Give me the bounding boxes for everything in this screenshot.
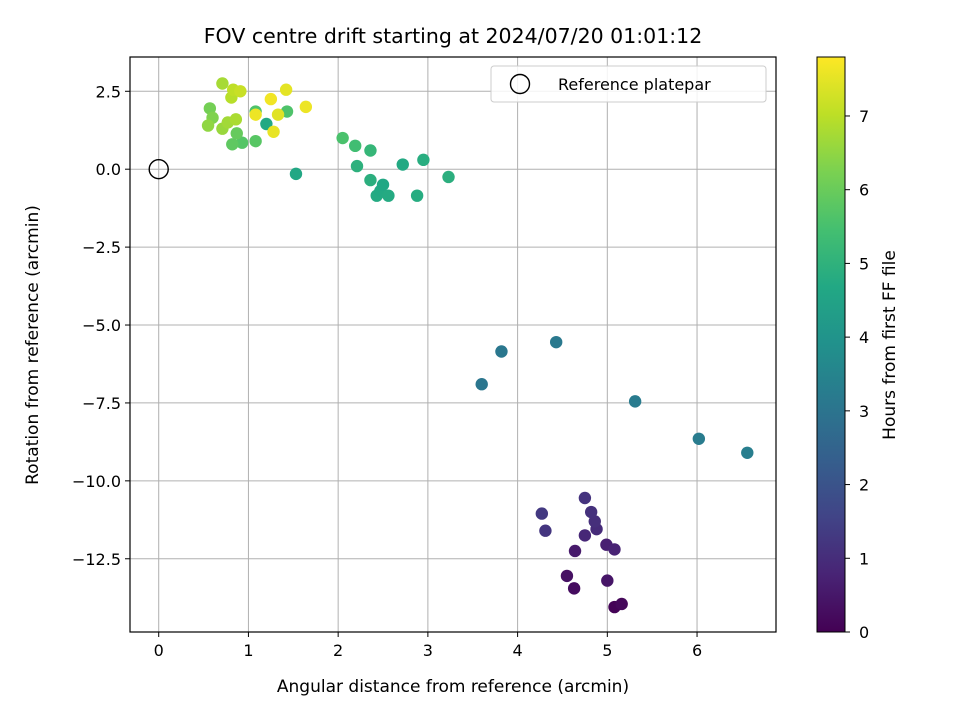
plot-frame (129, 56, 777, 633)
colorbar-tick-label: 4 (859, 328, 869, 347)
x-tick-label: 2 (333, 641, 343, 660)
data-point (230, 127, 243, 140)
data-point (475, 378, 488, 391)
data-point (376, 178, 390, 191)
data-point (364, 144, 377, 157)
axis-ticks: 0 1 2 3 4 5 6 2.5 0.0 −2.5 −5.0 −7.5 −10.0 −12.5 (72, 82, 702, 660)
data-point (201, 119, 215, 132)
colorbar-tick-label: 3 (859, 402, 869, 421)
data-point (741, 446, 754, 459)
legend: Reference platepar (490, 65, 767, 103)
legend-marker-reference (509, 73, 531, 95)
data-point (271, 108, 285, 121)
colorbar-tick-label: 6 (859, 181, 869, 200)
x-tick-label: 4 (513, 641, 523, 660)
data-point (601, 574, 614, 587)
data-point (264, 92, 278, 106)
colorbar: 0 1 2 3 4 5 6 7 Hours from first FF file (816, 56, 900, 642)
y-tick-label: 0.0 (96, 160, 121, 179)
legend-entry-reference: Reference platepar (558, 75, 711, 94)
data-point (235, 136, 249, 149)
data-point (279, 83, 293, 96)
data-point (628, 395, 642, 408)
reference-platepar-marker (148, 158, 169, 180)
data-point (364, 173, 377, 187)
chart-title: FOV centre drift starting at 2024/07/20 … (204, 24, 703, 48)
x-tick-label: 3 (423, 641, 433, 660)
x-tick-label: 0 (154, 641, 164, 660)
legend-box (490, 65, 767, 103)
colorbar-gradient (817, 57, 845, 632)
data-point (535, 507, 549, 520)
y-tick-label: −10.0 (72, 472, 121, 491)
y-tick-label: 2.5 (96, 82, 121, 101)
data-point (615, 597, 628, 611)
data-point (584, 505, 598, 519)
data-point (382, 189, 395, 202)
data-point (336, 131, 349, 145)
x-axis-label: Angular distance from reference (arcmin) (277, 677, 629, 697)
data-point (289, 167, 303, 181)
y-tick-label: −12.5 (72, 550, 121, 569)
data-point (588, 515, 601, 528)
data-point (203, 102, 217, 115)
x-tick-label: 5 (602, 641, 612, 660)
data-point (349, 139, 362, 153)
data-point (249, 134, 262, 148)
data-point (417, 153, 430, 167)
data-point (539, 524, 552, 537)
y-tick-label: −5.0 (82, 316, 121, 335)
data-point (299, 100, 313, 114)
colorbar-frame (816, 56, 846, 633)
data-point (226, 138, 239, 151)
data-point (267, 125, 280, 138)
data-point (234, 85, 247, 98)
data-point (495, 345, 508, 358)
data-point (216, 77, 229, 90)
data-point (568, 544, 582, 558)
y-tick-label: −2.5 (82, 238, 121, 257)
data-point (249, 108, 262, 121)
colorbar-tick-label: 5 (859, 254, 869, 273)
colorbar-label: Hours from first FF file (880, 250, 900, 440)
data-point (578, 529, 592, 542)
grid-lines (130, 57, 776, 632)
colorbar-ticks: 0 1 2 3 4 5 6 7 (845, 107, 869, 642)
data-point (260, 117, 273, 131)
data-point (442, 170, 455, 184)
data-point (410, 189, 424, 202)
y-tick-label: −7.5 (82, 394, 121, 413)
data-point (578, 491, 592, 505)
colorbar-tick-label: 1 (859, 549, 869, 568)
data-point (350, 159, 364, 173)
data-point (229, 113, 243, 126)
x-tick-label: 1 (243, 641, 253, 660)
colorbar-tick-label: 0 (859, 623, 869, 642)
data-point (396, 158, 409, 171)
data-point (560, 569, 574, 583)
data-point (692, 432, 706, 445)
x-tick-label: 6 (692, 641, 702, 660)
y-axis-label: Rotation from reference (arcmin) (23, 205, 43, 485)
data-point (608, 543, 621, 556)
data-points (148, 77, 754, 614)
colorbar-tick-label: 7 (859, 107, 869, 126)
data-point (549, 335, 563, 349)
colorbar-tick-label: 2 (859, 476, 869, 495)
data-point (567, 582, 581, 595)
